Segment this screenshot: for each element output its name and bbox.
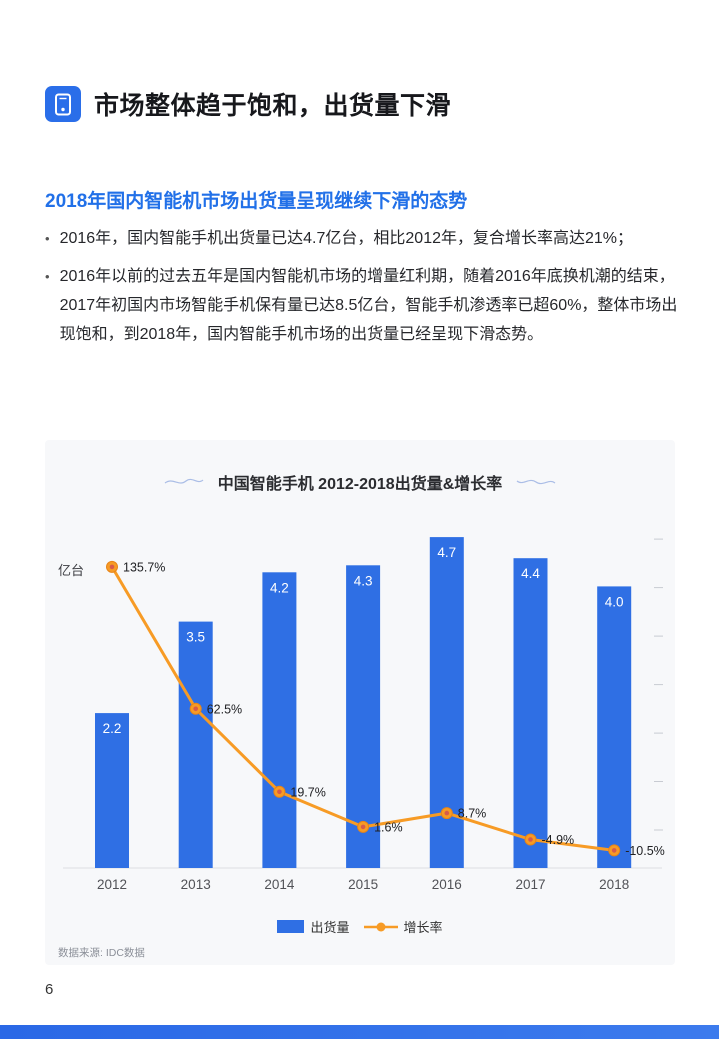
- bar-value-label: 4.7: [437, 545, 456, 560]
- bar-value-label: 4.2: [270, 580, 289, 595]
- bar-2012: [95, 713, 129, 868]
- bar-value-label: 3.5: [186, 630, 205, 645]
- title-flourish-left-icon: [164, 478, 204, 484]
- bullet-text: 2016年，国内智能手机出货量已达4.7亿台，相比2012年，复合增长率高达21…: [59, 230, 634, 247]
- growth-value-label: 8.7%: [458, 807, 487, 821]
- legend-label: 增长率: [403, 920, 443, 935]
- chart-card: 中国智能手机 2012-2018出货量&增长率 亿台 2.2 2012 3.5 201…: [45, 440, 675, 965]
- growth-value-label: 1.6%: [374, 820, 403, 834]
- line-series-swatch: [363, 922, 398, 931]
- footer-accent-bar: [0, 1025, 719, 1039]
- x-axis-label: 2017: [515, 877, 545, 892]
- x-axis-label: 2016: [432, 877, 462, 892]
- page-title: 市场整体趋于饱和，出货量下滑: [94, 92, 452, 120]
- growth-value-label: -4.9%: [542, 833, 575, 847]
- page-number: 6: [45, 981, 54, 998]
- bar-value-label: 2.2: [103, 721, 122, 736]
- line-marker-core: [277, 789, 282, 795]
- x-axis-label: 2012: [97, 877, 127, 892]
- x-axis-label: 2013: [181, 877, 211, 892]
- bar-2013: [178, 621, 213, 868]
- legend-label: 出货量: [310, 920, 350, 935]
- bullet-item: • 2016年以前的过去五年是国内智能机市场的增量红利期，随着2016年底换机潮…: [45, 262, 683, 349]
- line-marker-core: [360, 824, 366, 830]
- legend-item-growth: 增长率: [363, 917, 443, 936]
- line-marker-core: [611, 848, 617, 853]
- line-marker-core: [193, 706, 198, 712]
- growth-value-label: 135.7%: [123, 560, 165, 574]
- chart-title-row: 中国智能手机 2012-2018出货量&增长率: [45, 470, 675, 494]
- chart-legend: 出货量 增长率: [45, 917, 675, 936]
- chart-title: 中国智能手机 2012-2018出货量&增长率: [217, 476, 503, 493]
- x-axis-label: 2018: [599, 877, 629, 892]
- x-axis-label: 2015: [348, 877, 378, 892]
- x-axis-label: 2014: [264, 877, 295, 892]
- bullet-list: • 2016年，国内智能手机出货量已达4.7亿台，相比2012年，复合增长率高达…: [45, 224, 683, 358]
- shipments-growth-chart: 2.2 2012 3.5 2013 4.2 2014 4.3 2015 4.7 2016 4.4 20…: [63, 537, 665, 892]
- bullet-text: 2016年以前的过去五年是国内智能机市场的增量红利期，随着2016年底换机潮的结…: [59, 268, 678, 343]
- line-marker-core: [109, 564, 115, 570]
- bar-value-label: 4.0: [605, 594, 624, 609]
- data-source-note: 数据来源: IDC数据: [58, 947, 145, 959]
- y-axis-unit-label: 亿台: [58, 563, 85, 578]
- title-flourish-right-icon: [516, 479, 556, 485]
- section-heading: 2018年国内智能机市场出货量呈现继续下滑的态势: [45, 191, 468, 212]
- bar-value-label: 4.4: [521, 566, 540, 581]
- bar-2017: [513, 558, 548, 868]
- growth-value-label: -10.5%: [625, 844, 665, 858]
- line-marker-core: [528, 837, 533, 842]
- legend-item-shipments: 出货量: [277, 917, 350, 936]
- line-marker-core: [444, 810, 450, 816]
- bar-2018: [597, 586, 632, 868]
- growth-value-label: 62.5%: [207, 702, 242, 716]
- bar-value-label: 4.3: [354, 573, 373, 588]
- bar-2015: [346, 565, 381, 868]
- bullet-marker: •: [45, 269, 50, 284]
- bullet-marker: •: [45, 231, 50, 246]
- bar-2014: [262, 572, 297, 868]
- bar-series-swatch: [277, 920, 305, 933]
- page-header: 市场整体趋于饱和，出货量下滑: [45, 86, 451, 122]
- bullet-item: • 2016年，国内智能手机出货量已达4.7亿台，相比2012年，复合增长率高达…: [45, 224, 683, 253]
- phone-touch-icon: [45, 86, 81, 122]
- growth-value-label: 19.7%: [290, 785, 325, 799]
